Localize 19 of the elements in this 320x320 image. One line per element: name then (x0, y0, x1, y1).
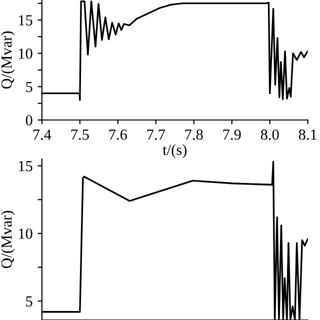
x-tick-label: 7.4 (33, 130, 52, 140)
x-tick-label: 8.1 (298, 129, 316, 140)
y-tick-label: 10 (18, 228, 32, 239)
y-tick-label: 0 (26, 115, 32, 126)
x-tick-label: 7.8 (185, 129, 203, 140)
x-axis-title: t/(s) (162, 144, 187, 158)
y-tick-label: 15 (18, 15, 32, 26)
x-tick-label: 7.6 (109, 130, 127, 140)
line-series (42, 160, 308, 320)
x-tick-label: 7.5 (71, 130, 89, 140)
x-tick-label: 7.7 (147, 130, 165, 140)
y-tick-label: 15 (18, 161, 32, 172)
y-tick-label: 10 (18, 48, 32, 59)
y-tick-label: 5 (26, 296, 32, 307)
y-axis-title: Q/(Mvar) (0, 31, 15, 89)
y-axis-title: Q/(Mvar) (0, 210, 15, 268)
x-tick-label: 7.9 (223, 130, 241, 140)
y-tick-label: 5 (26, 82, 32, 92)
x-tick-label: 8.0 (260, 129, 279, 140)
